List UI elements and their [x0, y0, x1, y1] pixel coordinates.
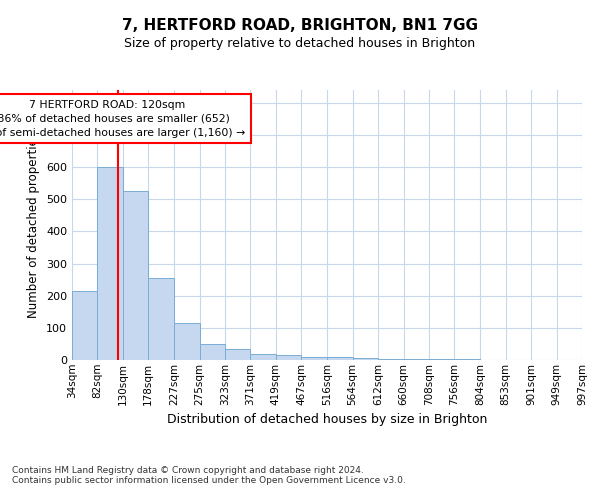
Y-axis label: Number of detached properties: Number of detached properties: [28, 132, 40, 318]
Text: 7, HERTFORD ROAD, BRIGHTON, BN1 7GG: 7, HERTFORD ROAD, BRIGHTON, BN1 7GG: [122, 18, 478, 32]
Text: 7 HERTFORD ROAD: 120sqm
← 36% of detached houses are smaller (652)
63% of semi-d: 7 HERTFORD ROAD: 120sqm ← 36% of detache…: [0, 100, 245, 138]
Text: Contains HM Land Registry data © Crown copyright and database right 2024.
Contai: Contains HM Land Registry data © Crown c…: [12, 466, 406, 485]
Bar: [301, 357, 327, 360]
Bar: [225, 350, 250, 360]
Bar: [250, 354, 276, 360]
Bar: [123, 191, 148, 360]
Bar: [378, 358, 404, 360]
Bar: [276, 355, 301, 360]
Bar: [327, 358, 353, 360]
Bar: [353, 358, 378, 360]
Text: Size of property relative to detached houses in Brighton: Size of property relative to detached ho…: [124, 38, 476, 51]
Bar: [404, 359, 429, 360]
Bar: [200, 344, 225, 360]
Bar: [72, 291, 97, 360]
X-axis label: Distribution of detached houses by size in Brighton: Distribution of detached houses by size …: [167, 413, 487, 426]
Bar: [174, 323, 200, 360]
Bar: [148, 278, 174, 360]
Bar: [97, 167, 123, 360]
